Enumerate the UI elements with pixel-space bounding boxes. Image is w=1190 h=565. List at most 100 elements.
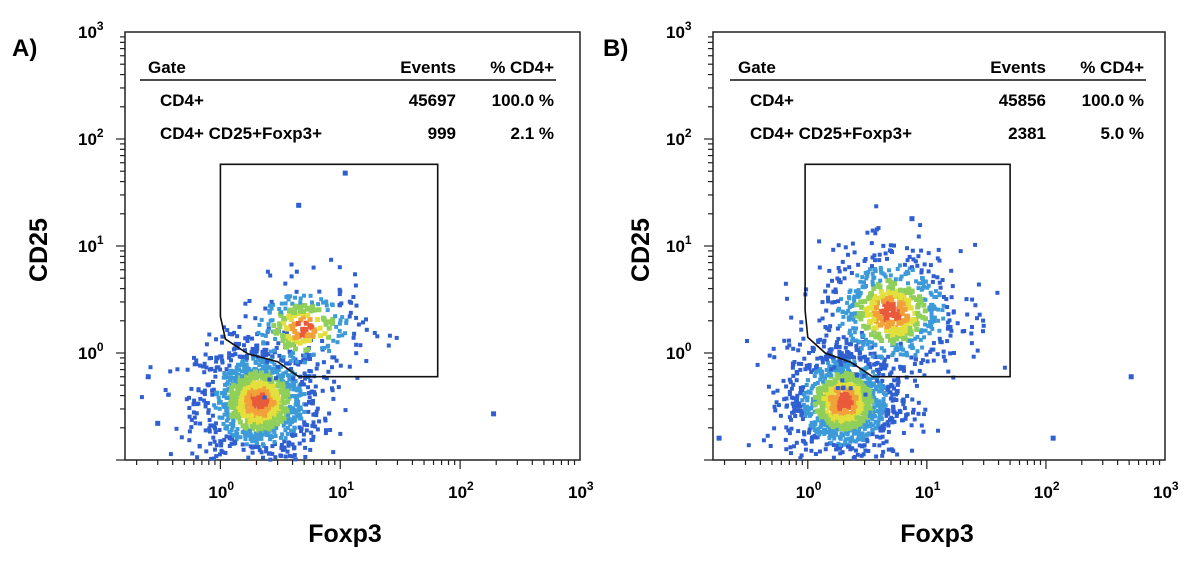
event-point [826,368,831,373]
event-point [259,317,264,322]
event-point [863,448,868,453]
event-point [255,347,260,352]
event-point [902,306,908,312]
event-point [275,396,281,401]
event-point [263,306,268,311]
event-point [326,325,332,331]
event-point [861,312,867,318]
event-point [901,431,906,435]
event-point [333,314,338,319]
event-point [828,373,833,378]
event-point [864,409,870,414]
event-point [934,289,938,294]
event-point [205,401,210,405]
event-point [918,299,924,305]
event-point [947,318,952,323]
event-point [293,387,298,392]
population-2 [220,257,399,400]
event-point [879,417,884,422]
event-point [803,447,808,452]
event-point [364,359,369,363]
event-point [823,409,829,415]
event-point [274,391,280,397]
event-point [824,413,830,419]
event-point [278,312,284,318]
event-point [330,388,335,393]
event-point [945,320,950,325]
event-point [308,447,313,452]
event-point [281,394,287,400]
event-point [193,421,198,426]
event-point [849,372,855,378]
event-point [832,436,837,441]
event-point [281,333,287,339]
event-point [964,297,969,302]
event-point [852,330,857,335]
event-point [298,317,304,323]
event-point [873,313,879,319]
event-point [1050,435,1056,441]
event-point [851,336,855,341]
event-point [298,305,304,311]
population-1 [745,296,940,461]
event-point [269,306,274,311]
event-point [945,339,950,344]
event-point [800,388,805,393]
event-point [869,398,875,404]
event-point [897,287,903,293]
event-point [903,416,908,421]
event-point [892,281,898,286]
event-point [888,396,893,401]
table-cell-pct: 100.0 % [1082,91,1144,110]
event-point [848,439,853,444]
event-point [284,330,289,334]
event-point [855,291,860,296]
event-point [937,280,942,285]
event-point [896,301,902,307]
event-point [261,442,265,447]
event-point [859,383,865,389]
event-point [874,387,878,392]
event-point [843,345,848,350]
event-point [829,367,834,372]
event-point [273,455,278,460]
event-point [290,323,296,329]
event-point [849,353,854,358]
event-point [340,333,345,338]
event-point [292,335,298,341]
event-point [237,354,242,359]
event-point [229,358,233,363]
event-point [283,370,288,375]
event-point [168,369,173,374]
event-point [802,439,807,444]
event-point [894,330,900,335]
event-point [842,442,847,447]
event-point [847,342,852,347]
event-point [771,346,776,351]
event-point [207,418,212,422]
event-point [841,314,846,319]
event-point [264,363,269,368]
event-point [787,343,792,348]
event-point [902,318,908,323]
event-point [311,265,316,270]
event-point [884,328,890,333]
event-point [314,366,319,371]
event-point [246,399,252,405]
event-point [279,454,284,458]
event-point [270,354,275,359]
event-point [330,316,336,322]
event-point [225,328,230,333]
table-cell-events: 2381 [1008,124,1046,143]
event-point [773,408,778,413]
event-point [275,383,281,389]
event-point [250,436,254,441]
event-point [283,428,288,433]
event-point [240,398,246,404]
event-point [311,352,316,357]
event-point [227,394,233,400]
event-point [283,413,289,418]
event-point [260,354,265,358]
event-point [336,385,341,390]
event-point [886,387,891,392]
